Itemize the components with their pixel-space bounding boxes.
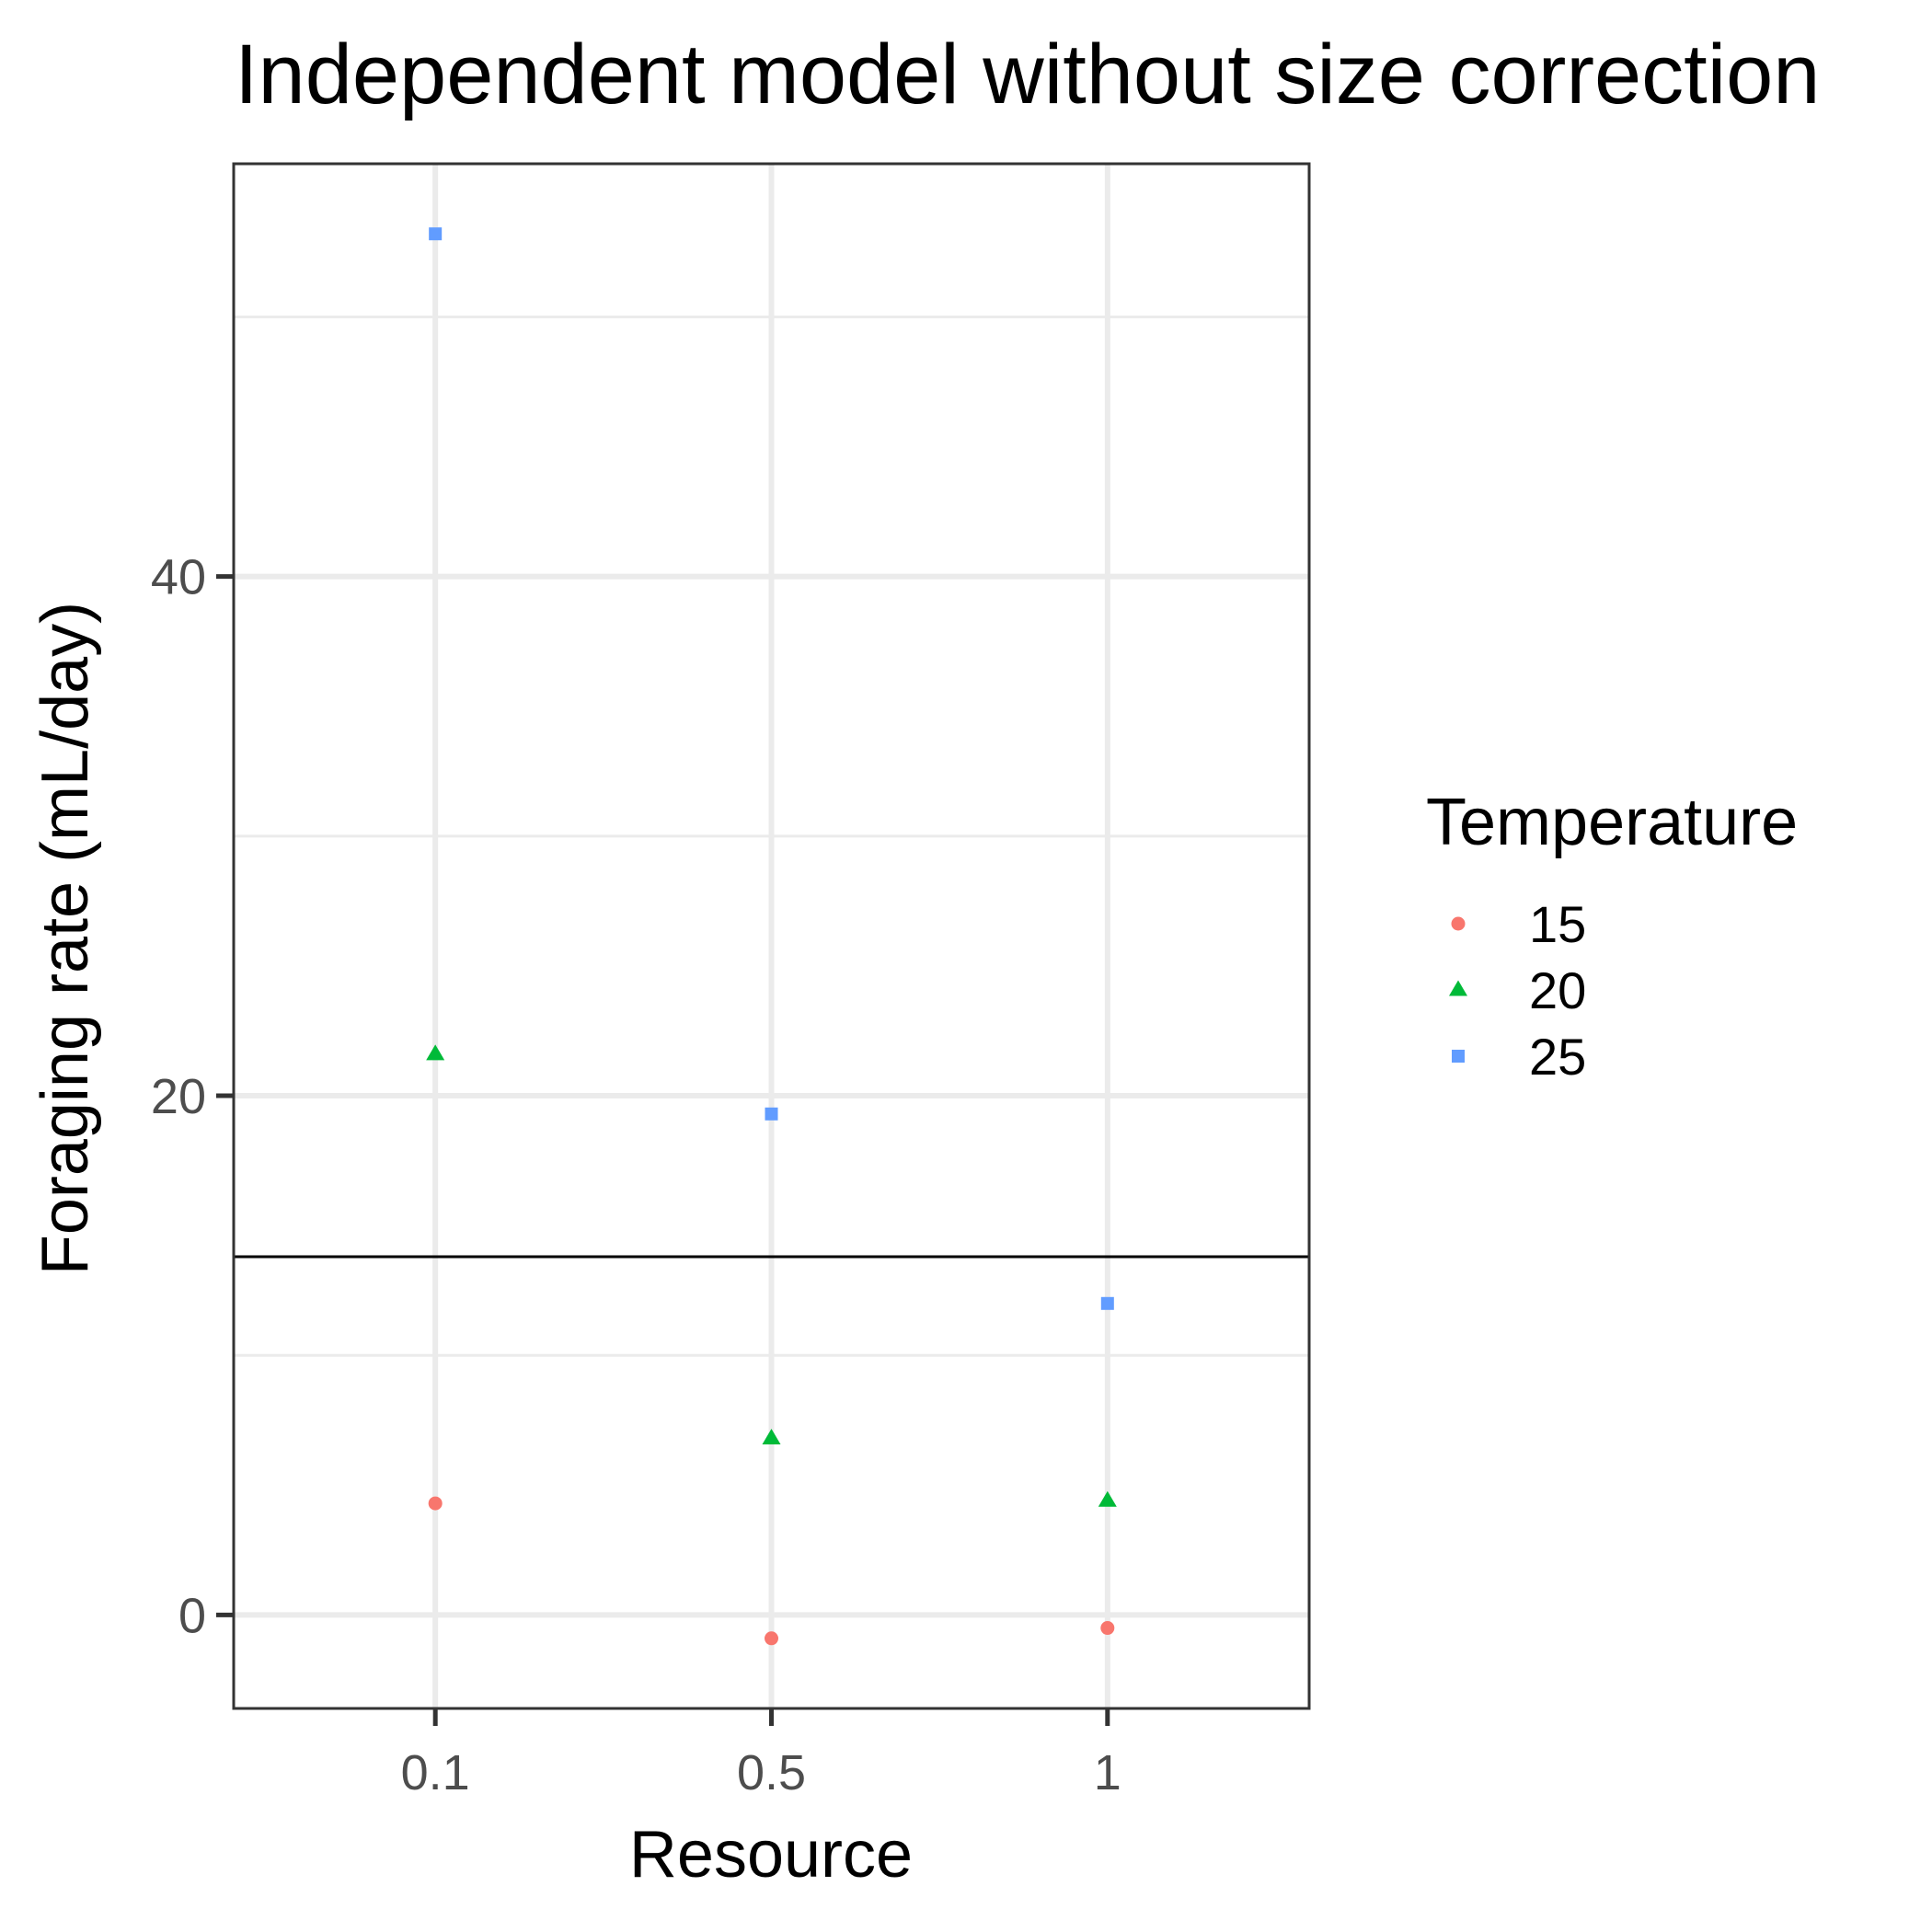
x-tick-label: 0.5 <box>737 1745 806 1800</box>
data-point <box>1098 1490 1117 1507</box>
legend-label: 25 <box>1529 1028 1586 1086</box>
data-point <box>1100 1296 1114 1310</box>
x-tick-label: 0.1 <box>401 1745 470 1800</box>
data-point <box>765 1107 778 1121</box>
legend-key <box>1452 1050 1465 1063</box>
data-point <box>762 1428 781 1444</box>
legend-key <box>1451 916 1466 931</box>
chart-title: Independent model without size correctio… <box>235 28 1820 121</box>
data-points <box>426 227 1117 1646</box>
data-point <box>765 1631 778 1646</box>
data-point <box>428 1496 443 1511</box>
legend-title: Temperature <box>1426 786 1798 859</box>
major-gridlines <box>234 164 1309 1708</box>
data-point <box>429 227 443 241</box>
legend-items: 15 20 25 <box>1449 895 1586 1086</box>
y-axis-title: Foraging rate (mL/day) <box>29 602 102 1275</box>
legend-label: 15 <box>1529 895 1586 953</box>
y-axis: 0 20 40 <box>151 550 234 1643</box>
x-tick-label: 1 <box>1094 1745 1121 1800</box>
y-tick-label: 20 <box>151 1069 206 1124</box>
data-point <box>426 1044 445 1061</box>
legend-key <box>1449 980 1467 996</box>
y-tick-label: 40 <box>151 550 206 605</box>
legend: Temperature 15 20 25 <box>1426 786 1798 1086</box>
y-tick-label: 0 <box>178 1588 206 1643</box>
x-axis-title: Resource <box>629 1818 913 1892</box>
plot-panel <box>232 162 1311 1710</box>
legend-label: 20 <box>1529 961 1586 1019</box>
data-point <box>1100 1621 1115 1636</box>
x-axis: 0.1 0.5 1 <box>401 1708 1121 1800</box>
